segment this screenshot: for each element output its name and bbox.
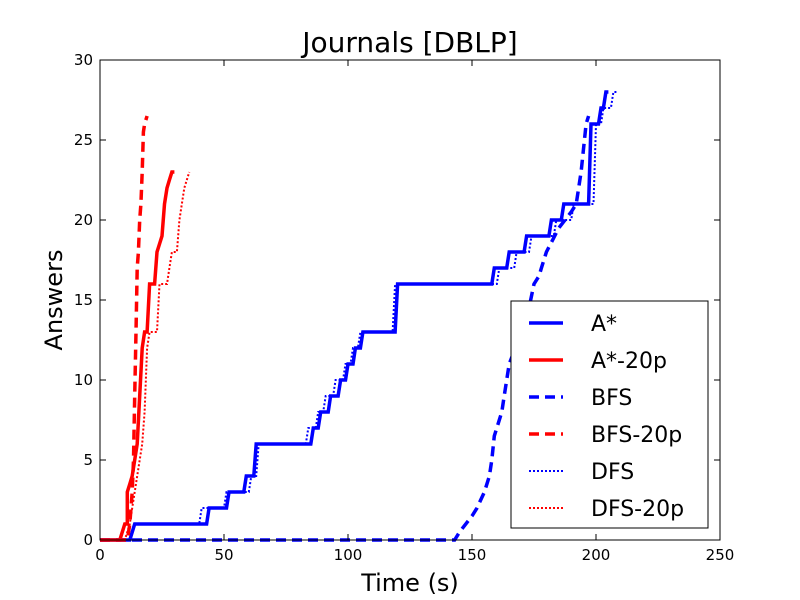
legend-label: BFS: [591, 386, 632, 411]
y-tick-label: 20: [74, 211, 93, 229]
legend-frame: [510, 300, 709, 529]
x-tick-label: 200: [582, 546, 611, 564]
y-tick-label: 10: [74, 371, 93, 389]
series-line-dfs-20p: [100, 171, 191, 541]
chart-title: Journals [DBLP]: [300, 26, 517, 59]
x-tick-label: 50: [214, 546, 233, 564]
y-tick-label: 25: [74, 131, 93, 149]
x-tick-label: 0: [95, 546, 105, 564]
y-tick-label: 30: [74, 51, 93, 69]
legend-label: DFS-20p: [591, 497, 684, 522]
x-tick-label: 100: [334, 546, 363, 564]
x-axis-label: Time (s): [360, 569, 459, 597]
legend-label: A*-20p: [591, 349, 667, 374]
legend-label: BFS-20p: [591, 423, 682, 448]
legend-label: A*: [591, 312, 617, 337]
x-tick-label: 250: [706, 546, 735, 564]
series-line-bfs: [100, 115, 591, 542]
legend-label: DFS: [591, 460, 634, 485]
ticks-layer: 0 50 100 150 200 250 0 5 10 15 20 25 30: [74, 51, 734, 564]
legend: A* A*-20p BFS BFS-20p DFS DFS-20p: [510, 300, 709, 529]
y-tick-label: 5: [83, 451, 93, 469]
y-tick-label: 15: [74, 291, 93, 309]
y-axis-label: Answers: [40, 250, 68, 351]
series-layer: [100, 90, 619, 542]
x-tick-label: 150: [458, 546, 487, 564]
y-tick-label: 0: [83, 531, 93, 549]
series-line-astar-20p: [100, 170, 175, 542]
series-line-dfs: [100, 91, 619, 541]
